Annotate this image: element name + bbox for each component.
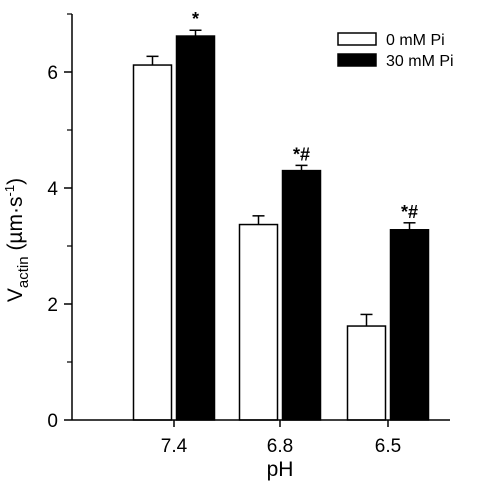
y-tick-label-6: 6 <box>47 63 58 84</box>
error-bars-layer <box>146 29 416 327</box>
legend-swatch-30mm <box>337 53 377 67</box>
y-axis-label: Vactin (µm·s-1) <box>2 178 32 302</box>
legend-label-30mm: 30 mM Pi <box>386 53 454 70</box>
significance-marker-ph-7-4: * <box>192 9 199 29</box>
legend-swatch-0mm <box>337 32 377 46</box>
axes-layer: 7.4 6.8 6.5 0 2 4 6 <box>47 13 450 457</box>
legend: 0 mM Pi 30 mM Pi <box>337 32 454 70</box>
x-axis-label: pH <box>267 458 294 481</box>
bar-0mm-ph-6-8 <box>238 223 279 421</box>
bar-0mm-ph-6-5 <box>346 325 387 421</box>
bars-layer <box>132 35 430 421</box>
bar-0mm-ph-7-4 <box>132 64 173 421</box>
x-tick-label-6-8: 6.8 <box>267 436 293 457</box>
y-tick-label-4: 4 <box>47 179 58 200</box>
significance-marker-ph-6-8: *# <box>293 144 310 164</box>
significance-marker-ph-6-5: *# <box>401 202 418 222</box>
bar-30mm-ph-6-5 <box>389 229 430 421</box>
x-tick-label-6-5: 6.5 <box>375 436 401 457</box>
x-tick-label-7-4: 7.4 <box>161 436 188 457</box>
y-tick-label-0: 0 <box>47 411 58 432</box>
bar-30mm-ph-7-4 <box>175 35 216 421</box>
legend-label-0mm: 0 mM Pi <box>386 32 445 49</box>
bar-30mm-ph-6-8 <box>281 169 322 421</box>
y-tick-label-2: 2 <box>47 295 58 316</box>
annotations-layer: * *# *# <box>192 9 418 222</box>
